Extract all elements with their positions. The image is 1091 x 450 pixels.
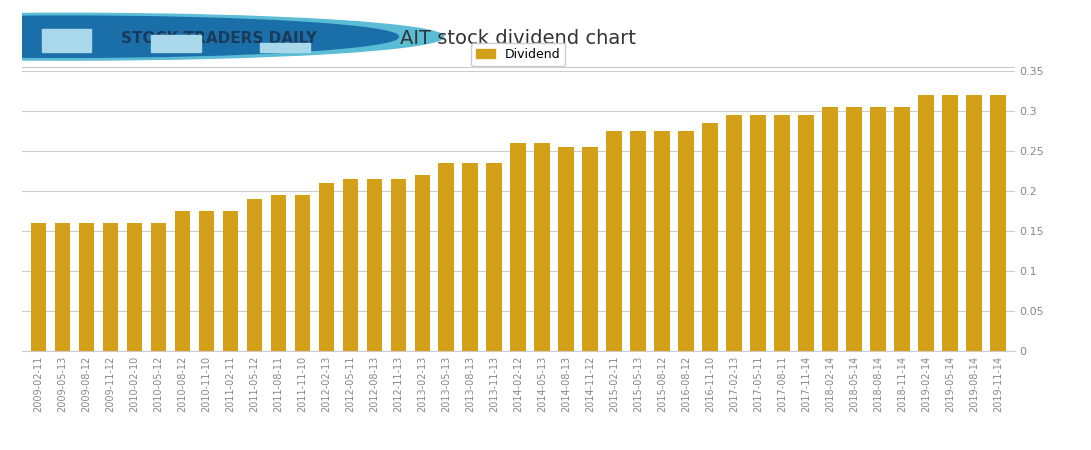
Bar bbox=[511, 143, 526, 351]
Bar bbox=[31, 223, 47, 351]
Bar bbox=[175, 211, 190, 351]
Bar bbox=[990, 94, 1006, 351]
Bar bbox=[151, 223, 166, 351]
Bar bbox=[55, 223, 71, 351]
Circle shape bbox=[0, 16, 398, 57]
Bar bbox=[343, 179, 358, 351]
Bar bbox=[703, 123, 718, 351]
Bar bbox=[943, 94, 958, 351]
Bar bbox=[895, 107, 910, 351]
Bar bbox=[559, 147, 574, 351]
Bar bbox=[919, 94, 934, 351]
Bar bbox=[391, 179, 406, 351]
Bar bbox=[319, 183, 334, 351]
Text: STOCK TRADERS DAILY: STOCK TRADERS DAILY bbox=[121, 31, 317, 46]
Bar bbox=[679, 130, 694, 351]
Bar bbox=[127, 223, 142, 351]
Bar bbox=[847, 107, 862, 351]
Bar bbox=[415, 175, 430, 351]
Bar bbox=[799, 115, 814, 351]
Bar bbox=[487, 163, 502, 351]
Bar bbox=[439, 163, 454, 351]
Bar bbox=[655, 130, 670, 351]
Bar bbox=[41, 29, 92, 52]
Bar bbox=[751, 115, 766, 351]
Bar bbox=[260, 43, 310, 52]
Bar bbox=[199, 211, 214, 351]
Bar bbox=[583, 147, 598, 351]
Bar bbox=[79, 223, 94, 351]
Bar bbox=[463, 163, 478, 351]
Bar bbox=[247, 199, 262, 351]
Bar bbox=[367, 179, 382, 351]
Bar bbox=[151, 35, 201, 52]
Bar bbox=[727, 115, 742, 351]
Bar bbox=[775, 115, 790, 351]
Bar bbox=[871, 107, 886, 351]
Text: AIT stock dividend chart: AIT stock dividend chart bbox=[400, 29, 636, 48]
Bar bbox=[271, 195, 286, 351]
Bar bbox=[223, 211, 238, 351]
Bar bbox=[535, 143, 550, 351]
Bar bbox=[607, 130, 622, 351]
Bar bbox=[295, 195, 310, 351]
Bar bbox=[103, 223, 118, 351]
Bar bbox=[631, 130, 646, 351]
Bar bbox=[823, 107, 838, 351]
Bar bbox=[966, 94, 982, 351]
Legend: Dividend: Dividend bbox=[471, 43, 565, 66]
Circle shape bbox=[0, 14, 444, 60]
